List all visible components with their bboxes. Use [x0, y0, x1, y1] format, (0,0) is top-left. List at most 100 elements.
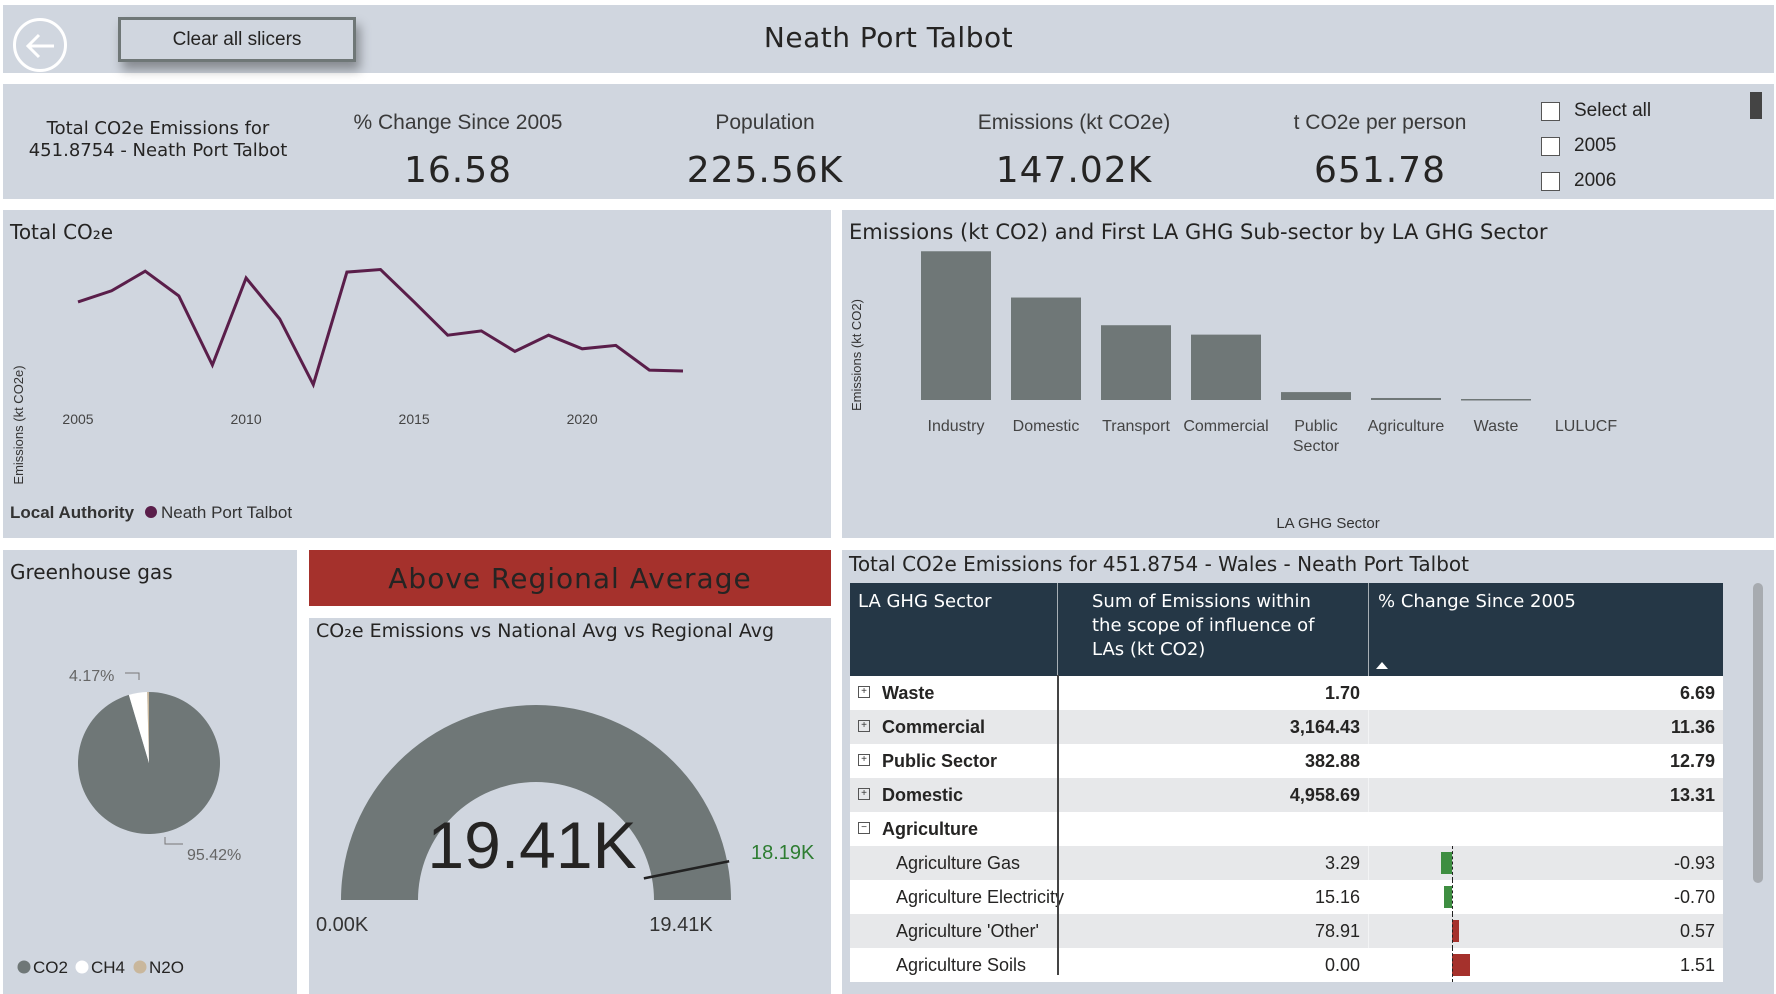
column-header-emissions[interactable]: Sum of Emissions within the scope of inf… — [1092, 591, 1315, 660]
cell-emissions: 3.29 — [1324, 853, 1360, 873]
legend-marker — [17, 960, 31, 974]
table-row[interactable]: + Commercial 3,164.43 11.36 — [850, 710, 1723, 744]
cell-pct-change: 1.51 — [1679, 955, 1715, 975]
category-label: Agriculture — [1368, 418, 1445, 435]
column-header-pct-change[interactable]: % Change Since 2005 — [1378, 591, 1576, 612]
expand-icon[interactable]: + — [858, 686, 870, 698]
legend-item-label[interactable]: CO2 — [33, 958, 68, 977]
kpi-label: % Change Since 2005 — [353, 111, 563, 134]
cell-sector: Agriculture — [882, 819, 979, 839]
banner-text: Above Regional Average — [388, 562, 752, 595]
table-row[interactable]: Agriculture 'Other' 78.91 0.57 — [850, 914, 1723, 948]
kpi-title-line1: Total CO2e Emissions for — [46, 118, 270, 139]
bar-commercial[interactable] — [1191, 334, 1261, 400]
column-divider — [1368, 744, 1369, 778]
category-label: Public — [1294, 418, 1338, 435]
bar-public-sector[interactable] — [1281, 392, 1351, 400]
line-series-neath-port-talbot[interactable] — [77, 267, 684, 389]
cell-emissions: 15.16 — [1314, 887, 1360, 907]
x-tick-label: 2010 — [230, 411, 261, 427]
expand-icon[interactable]: + — [858, 754, 870, 766]
line-chart-ylabel: Emissions (kt CO2e) — [11, 365, 26, 484]
column-divider — [1057, 583, 1058, 676]
column-divider — [1368, 880, 1369, 914]
page-title: Neath Port Talbot — [763, 21, 1014, 54]
bar-transport[interactable] — [1101, 325, 1171, 400]
data-bar — [1443, 886, 1452, 908]
sort-ascending-icon[interactable] — [1374, 660, 1390, 670]
pie-chart: 4.17% 95.42% CO2 CH4 N2O — [17, 668, 241, 977]
back-button[interactable] — [13, 18, 67, 72]
table-scrollbar[interactable] — [1753, 583, 1763, 883]
cell-emissions: 78.91 — [1314, 921, 1360, 941]
column-header-sector[interactable]: LA GHG Sector — [858, 591, 992, 612]
data-bar — [1440, 852, 1452, 874]
bar-chart-panel: Emissions (kt CO2) and First LA GHG Sub-… — [842, 210, 1774, 538]
bar-chart: Emissions (kt CO2) Industry Domestic Trans… — [849, 251, 1617, 532]
cell-sector: Waste — [882, 683, 935, 703]
expand-icon[interactable]: + — [858, 720, 870, 732]
pie-chart-title: Greenhouse gas — [10, 560, 173, 584]
x-tick-label: 2020 — [567, 411, 598, 427]
column-divider-main — [1057, 675, 1059, 975]
slicer-item-2005[interactable]: 2005 — [1541, 133, 1616, 159]
bar-agriculture[interactable] — [1371, 397, 1441, 400]
clear-all-slicers-button[interactable]: Clear all slicers — [118, 17, 356, 62]
legend-marker — [145, 506, 157, 518]
legend-item-label[interactable]: CH4 — [91, 958, 125, 977]
cell-sector: Agriculture Gas — [896, 853, 1021, 873]
table-row[interactable]: + Domestic 4,958.69 13.31 — [850, 778, 1723, 812]
regional-comparison-banner: Above Regional Average — [309, 550, 831, 606]
cell-emissions: 1.70 — [1324, 683, 1360, 703]
gauge-value: 19.41K — [427, 808, 636, 882]
line-chart-panel: Total CO₂e Emissions (kt CO2e) 2005 2010 2… — [3, 210, 831, 538]
column-divider — [1368, 778, 1369, 812]
table-row[interactable]: + Public Sector 382.88 12.79 — [850, 744, 1723, 778]
table-row[interactable]: − Agriculture — [850, 812, 1723, 846]
pie-slice-n2o[interactable] — [147, 691, 149, 763]
pie-slice-ch4[interactable] — [128, 692, 149, 763]
data-bar-axis — [1452, 846, 1453, 880]
legend-item-label[interactable]: N2O — [149, 958, 184, 977]
cell-sector: Agriculture Soils — [896, 955, 1027, 975]
category-label: Waste — [1474, 418, 1519, 435]
cell-pct-change: -0.93 — [1673, 853, 1715, 873]
data-bar — [1452, 920, 1459, 942]
bar-domestic[interactable] — [1011, 297, 1081, 400]
expand-icon[interactable]: + — [858, 788, 870, 800]
slicer-item-label: Select all — [1574, 100, 1652, 121]
checkbox[interactable] — [1541, 136, 1560, 156]
table-panel: Total CO2e Emissions for 451.8754 - Wale… — [842, 550, 1774, 994]
cell-pct-change: -0.70 — [1673, 887, 1715, 907]
slicer-item-select-all[interactable]: Select all — [1541, 98, 1651, 124]
table-row[interactable]: Agriculture Soils 0.00 1.51 — [850, 948, 1723, 982]
bar-industry[interactable] — [921, 251, 991, 400]
bar-chart-xlabel: LA GHG Sector — [1276, 515, 1379, 532]
slicer-scrollbar[interactable] — [1750, 92, 1762, 119]
kpi-row: Total CO2e Emissions for 451.8754 - Neat… — [3, 84, 1774, 199]
checkbox[interactable] — [1541, 171, 1560, 191]
slicer-item-label: 2005 — [1574, 135, 1617, 156]
kpi-value: 225.56K — [686, 150, 844, 191]
cell-pct-change: 0.57 — [1679, 921, 1715, 941]
table-row[interactable]: + Waste 1.70 6.69 — [850, 676, 1723, 710]
gauge-chart: 19.41K 0.00K 19.41K 18.19K — [316, 705, 815, 936]
cell-pct-change: 12.79 — [1669, 751, 1715, 771]
table-row[interactable]: Agriculture Electricity 15.16 -0.70 — [850, 880, 1723, 914]
line-chart: Emissions (kt CO2e) 2005 2010 2015 2020 Loc… — [10, 267, 684, 522]
bar-waste[interactable] — [1461, 399, 1531, 401]
x-tick-label: 2005 — [62, 411, 93, 427]
pie-leader-ch4 — [125, 672, 140, 680]
checkbox[interactable] — [1541, 101, 1560, 121]
gauge-panel: CO₂e Emissions vs National Avg vs Region… — [309, 618, 831, 994]
table-row[interactable]: Agriculture Gas 3.29 -0.93 — [850, 846, 1723, 880]
category-label: Transport — [1102, 418, 1170, 435]
x-tick-label: 2015 — [399, 411, 430, 427]
kpi-label: Population — [715, 111, 815, 134]
pie-slice-co2[interactable] — [78, 692, 221, 834]
legend-title: Local Authority — [10, 503, 135, 522]
legend-item-label[interactable]: Neath Port Talbot — [161, 503, 292, 522]
collapse-icon[interactable]: − — [858, 822, 870, 834]
slicer-item-2006[interactable]: 2006 — [1541, 168, 1616, 194]
cell-emissions: 4,958.69 — [1289, 785, 1360, 805]
